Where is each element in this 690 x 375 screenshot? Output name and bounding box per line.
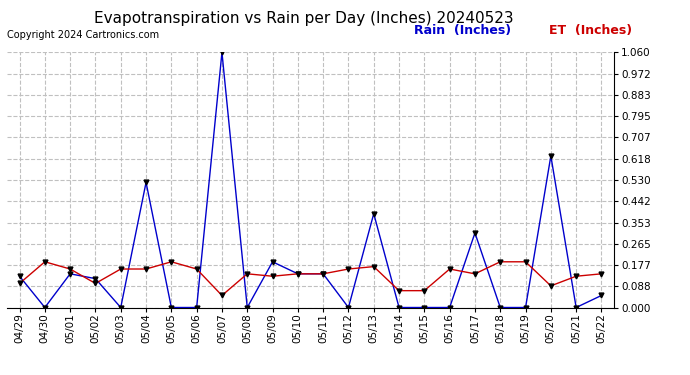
Text: Rain  (Inches): Rain (Inches)	[414, 24, 511, 38]
Text: ET  (Inches): ET (Inches)	[549, 24, 631, 38]
Text: Evapotranspiration vs Rain per Day (Inches) 20240523: Evapotranspiration vs Rain per Day (Inch…	[94, 11, 513, 26]
Text: Copyright 2024 Cartronics.com: Copyright 2024 Cartronics.com	[7, 30, 159, 40]
